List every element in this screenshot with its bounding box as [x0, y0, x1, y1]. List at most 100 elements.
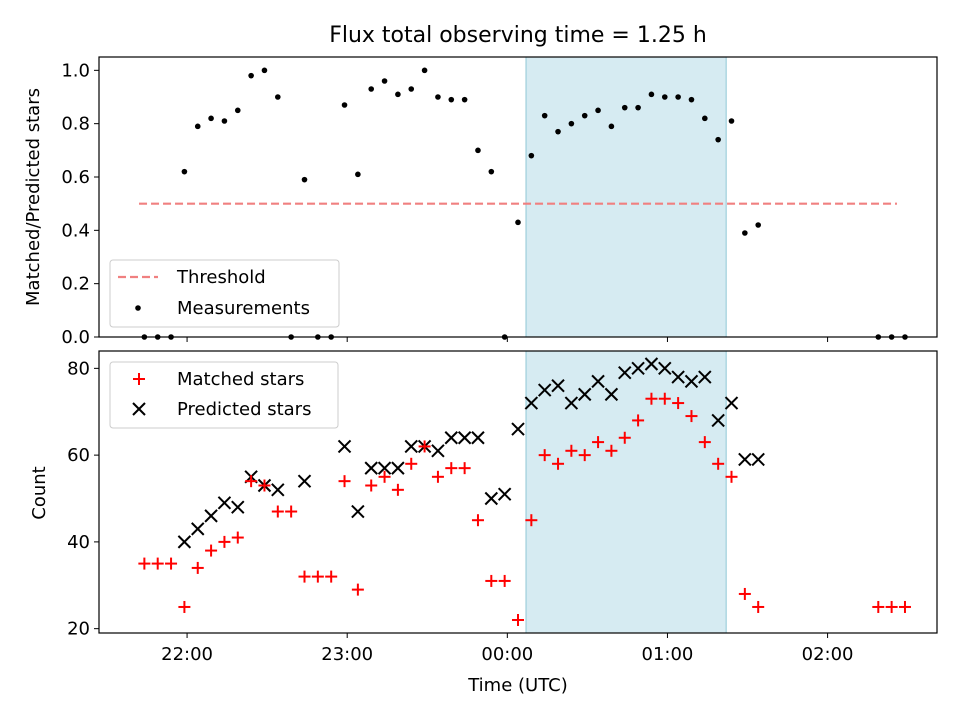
measurement-point: [755, 222, 761, 228]
y-tick-label: 0.4: [61, 220, 90, 241]
matched-star-point: [285, 505, 298, 518]
measurements-points: [141, 67, 908, 340]
predicted-star-point: [564, 396, 579, 410]
y-tick-label: 40: [67, 532, 90, 553]
measurement-point: [448, 96, 455, 103]
predicted-star-point: [204, 509, 218, 523]
measurement-point: [368, 86, 375, 92]
matched-star-point: [712, 457, 725, 470]
measurement-point: [395, 91, 401, 98]
matched-star-point: [605, 444, 618, 457]
measurement-point: [435, 94, 441, 100]
top-panel: 0.0 0.2 0.4 0.6 0.8 1.0 Matched/Predicted sta…: [23, 56, 938, 348]
measurement-point: [194, 123, 201, 130]
predicted-star-point: [484, 491, 499, 506]
measurement-point: [275, 94, 281, 100]
measurement-point: [234, 107, 241, 114]
matched-star-point: [872, 600, 885, 613]
measurement-point: [515, 219, 521, 226]
matched-star-point: [138, 557, 151, 570]
measurement-point: [488, 168, 495, 175]
matched-star-point: [618, 431, 631, 444]
matched-star-point: [165, 557, 178, 570]
predicted-star-point: [537, 383, 552, 397]
matched-star-point: [565, 444, 578, 457]
predicted-star-point: [497, 487, 512, 501]
measurement-point: [461, 96, 468, 103]
measurement-point: [248, 72, 254, 79]
matched-star-point: [552, 457, 565, 470]
observing-span-top: [525, 57, 727, 337]
matched-star-point: [885, 600, 898, 613]
matched-star-point: [338, 475, 351, 488]
measurement-point: [568, 120, 575, 127]
top-legend-box: [109, 259, 340, 328]
predicted-star-point: [604, 387, 619, 402]
matched-star-point: [485, 574, 498, 587]
observing-span-fill: [526, 57, 727, 337]
legend-predicted-label: Predicted stars: [177, 399, 311, 420]
matched-star-point: [738, 587, 751, 600]
top-legend: Threshold Measurements: [109, 259, 340, 328]
measurement-point: [728, 118, 735, 124]
matched-star-point: [431, 470, 444, 483]
bottom-legend: Matched stars Predicted stars: [109, 361, 339, 429]
measurement-point: [355, 171, 361, 178]
matched-star-point: [512, 613, 524, 626]
measurement-point: [702, 115, 708, 122]
matched-star-point: [178, 600, 191, 613]
y-tick-label: 0.0: [61, 327, 90, 348]
predicted-star-point: [404, 439, 418, 454]
predicted-star-point: [711, 413, 725, 428]
measurement-point: [555, 128, 561, 135]
y-tick-label: 0.6: [61, 167, 90, 188]
predicted-star-point: [524, 396, 539, 410]
top-y-ticks: 0.0 0.2 0.4 0.6 0.8 1.0: [61, 60, 99, 348]
matched-star-point: [578, 449, 591, 462]
y-tick-label: 60: [67, 445, 90, 466]
predicted-star-point: [337, 439, 352, 454]
matched-star-point: [245, 475, 258, 488]
x-tick-label: 23:00: [321, 644, 373, 665]
matched-stars-points: [138, 392, 911, 626]
legend-measurements-label: Measurements: [177, 298, 310, 319]
measurement-point: [595, 107, 601, 114]
top-x-ticks: [186, 337, 829, 342]
matched-star-point: [271, 505, 284, 518]
measurement-point: [688, 96, 695, 103]
predicted-star-point: [644, 357, 659, 371]
measurement-point: [635, 104, 641, 111]
predicted-star-point: [618, 365, 632, 380]
matched-star-point: [391, 483, 404, 496]
measurement-point: [621, 104, 628, 111]
top-panel-frame: [98, 56, 938, 338]
matched-star-point: [592, 436, 605, 449]
matched-star-point: [258, 479, 271, 492]
predicted-star-point: [658, 361, 672, 376]
observing-span-fill: [526, 351, 727, 633]
measurement-point: [408, 86, 415, 92]
legend-measurements-swatch: [135, 305, 141, 311]
x-tick-label: 22:00: [161, 644, 213, 665]
matched-star-point: [378, 470, 391, 483]
measurement-point: [301, 176, 308, 183]
measurement-point: [661, 94, 668, 100]
predicted-star-point: [671, 370, 685, 384]
predicted-star-point: [631, 361, 645, 376]
bottom-panel: 20 40 60 80 22:00 23:00 00:00 01:00 02:00 Count…: [29, 350, 938, 696]
measurement-point: [648, 91, 655, 98]
predicted-star-point: [511, 422, 525, 436]
bottom-y-axis-label: Count: [29, 466, 50, 519]
measurement-point: [528, 152, 535, 159]
predicted-star-point: [191, 522, 205, 536]
matched-star-point: [151, 557, 164, 570]
bottom-y-ticks: 20 40 60 80: [67, 358, 99, 640]
measurement-point: [742, 230, 748, 236]
predicted-star-point: [351, 504, 365, 519]
predicted-star-point: [217, 496, 232, 510]
legend-matched-swatch: [133, 373, 145, 385]
bottom-legend-box: [109, 361, 339, 429]
bottom-x-ticks: 22:00 23:00 00:00 01:00 02:00: [161, 633, 854, 665]
